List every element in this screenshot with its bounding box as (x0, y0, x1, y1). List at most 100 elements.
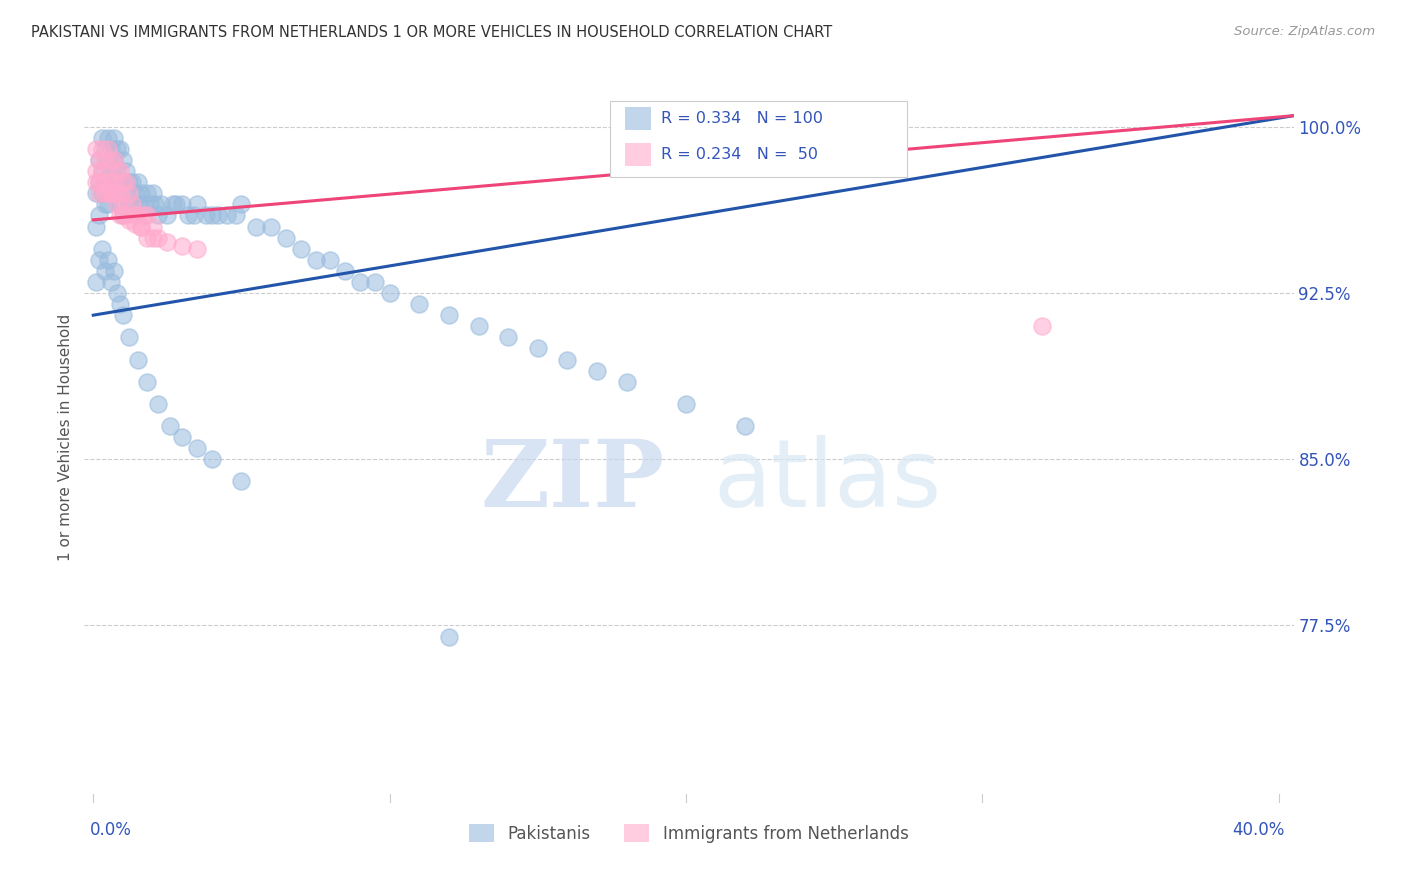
FancyBboxPatch shape (610, 101, 907, 178)
Text: Source: ZipAtlas.com: Source: ZipAtlas.com (1234, 25, 1375, 38)
Point (349, 275, 371, 289)
Point (115, 164, 138, 178)
Point (111, 209, 134, 223)
Point (97, 175, 120, 189)
Point (115, 175, 138, 189)
Point (89, 175, 111, 189)
Point (148, 230, 170, 244)
Point (94, 153, 117, 167)
Point (94, 264, 117, 278)
FancyBboxPatch shape (624, 107, 651, 130)
Point (132, 209, 155, 223)
Point (108, 175, 131, 189)
Point (103, 186, 125, 201)
Point (89, 153, 111, 167)
Point (124, 186, 146, 201)
Point (94, 186, 117, 201)
Point (145, 197, 167, 211)
Point (150, 197, 173, 211)
Point (100, 153, 122, 167)
Point (141, 186, 163, 201)
Point (118, 175, 141, 189)
Point (94, 175, 117, 189)
Point (127, 175, 149, 189)
Point (108, 297, 131, 311)
Point (115, 186, 138, 201)
Point (118, 212, 141, 227)
Point (201, 452, 224, 467)
Point (172, 239, 194, 253)
Point (89, 252, 111, 267)
Y-axis label: 1 or more Vehicles in Household: 1 or more Vehicles in Household (58, 313, 73, 561)
Text: 0.0%: 0.0% (90, 821, 132, 838)
Point (108, 186, 131, 201)
Point (97, 252, 120, 267)
Point (437, 308, 460, 322)
Point (135, 186, 157, 201)
Point (172, 197, 194, 211)
Point (127, 197, 149, 211)
Point (183, 209, 205, 223)
Text: PAKISTANI VS IMMIGRANTS FROM NETHERLANDS 1 OR MORE VEHICLES IN HOUSEHOLD CORRELA: PAKISTANI VS IMMIGRANTS FROM NETHERLANDS… (31, 25, 832, 40)
Point (97, 142, 120, 156)
Point (1031, 319, 1053, 334)
Point (121, 175, 143, 189)
Point (135, 375, 157, 389)
Point (274, 230, 297, 244)
Point (91, 175, 114, 189)
Point (304, 252, 326, 267)
Point (129, 219, 152, 234)
Point (156, 235, 179, 249)
Point (89, 175, 111, 189)
Point (194, 209, 217, 223)
Point (84, 164, 107, 178)
Point (121, 197, 143, 211)
Point (245, 219, 267, 234)
Point (231, 475, 253, 489)
Point (159, 419, 181, 434)
Point (118, 197, 141, 211)
Point (129, 186, 152, 201)
Point (408, 297, 430, 311)
Point (115, 209, 138, 223)
Point (103, 264, 125, 278)
Point (84, 175, 107, 189)
Point (97, 175, 120, 189)
Point (103, 153, 125, 167)
Point (201, 209, 224, 223)
Point (105, 186, 128, 201)
Point (105, 164, 128, 178)
Point (94, 186, 117, 201)
Point (675, 397, 697, 411)
Point (89, 209, 111, 223)
Legend: Pakistanis, Immigrants from Netherlands: Pakistanis, Immigrants from Netherlands (463, 818, 915, 849)
Point (91, 131, 114, 145)
Point (108, 142, 131, 156)
Text: ZIP: ZIP (481, 436, 665, 526)
Point (94, 142, 117, 156)
Point (141, 230, 163, 244)
Text: R = 0.234   N =  50: R = 0.234 N = 50 (661, 147, 818, 162)
Point (127, 209, 149, 223)
Point (156, 209, 179, 223)
Point (148, 397, 170, 411)
Point (467, 319, 489, 334)
Point (84, 219, 107, 234)
Point (616, 375, 638, 389)
Point (127, 352, 149, 367)
Point (225, 209, 247, 223)
Point (260, 219, 283, 234)
Text: 40.0%: 40.0% (1232, 821, 1285, 838)
Point (215, 209, 238, 223)
Point (94, 197, 117, 211)
Point (100, 186, 122, 201)
Point (84, 142, 107, 156)
Point (290, 242, 312, 256)
Point (124, 209, 146, 223)
Point (100, 275, 122, 289)
Point (105, 142, 128, 156)
Point (734, 419, 756, 434)
Point (124, 217, 146, 231)
Point (378, 285, 401, 300)
Point (111, 175, 134, 189)
